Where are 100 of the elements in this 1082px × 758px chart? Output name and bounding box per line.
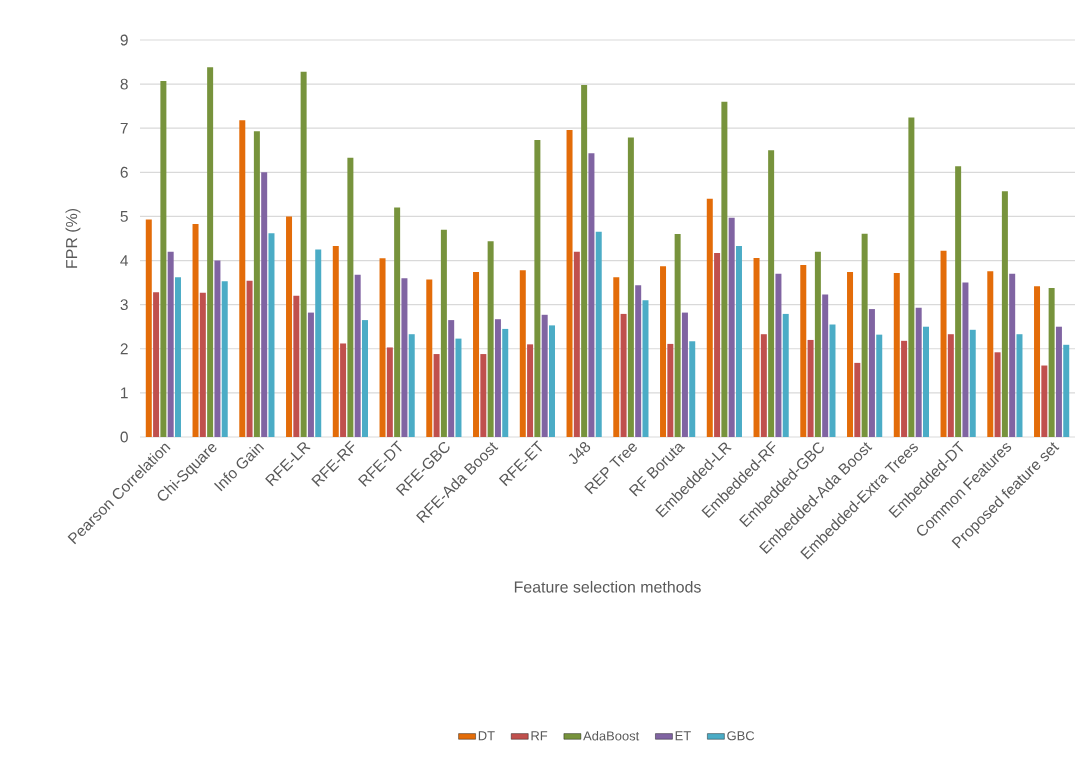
bar bbox=[1034, 286, 1041, 437]
bar bbox=[1041, 365, 1048, 437]
bar bbox=[1063, 344, 1070, 437]
bar bbox=[969, 329, 976, 437]
y-tick-label: 3 bbox=[120, 299, 128, 311]
bar bbox=[268, 233, 275, 437]
bar bbox=[940, 250, 947, 437]
bar bbox=[541, 314, 548, 437]
bar bbox=[354, 274, 361, 437]
bar bbox=[153, 292, 160, 437]
bar bbox=[527, 344, 534, 437]
y-tick-label: 1 bbox=[121, 387, 128, 399]
bar bbox=[307, 312, 314, 437]
bar bbox=[286, 216, 293, 437]
bar bbox=[667, 343, 674, 437]
bar bbox=[635, 285, 642, 437]
bar bbox=[760, 334, 767, 437]
bar bbox=[440, 229, 447, 437]
bar bbox=[448, 320, 455, 437]
bar bbox=[494, 319, 501, 437]
bar bbox=[613, 277, 620, 437]
bar bbox=[433, 354, 440, 437]
y-tick-label: 2 bbox=[120, 343, 128, 355]
bar bbox=[361, 320, 368, 437]
bar bbox=[315, 249, 322, 437]
bar bbox=[893, 272, 900, 437]
y-tick-label: 5 bbox=[120, 211, 128, 222]
y-axis-title: FPR (%) bbox=[65, 208, 81, 268]
bar bbox=[782, 313, 789, 437]
bar bbox=[854, 362, 861, 437]
bar bbox=[246, 280, 253, 437]
bar bbox=[480, 354, 487, 437]
bar bbox=[581, 84, 588, 437]
bar bbox=[915, 307, 922, 437]
bar bbox=[847, 272, 854, 437]
legend-label: DT bbox=[478, 731, 495, 741]
bar bbox=[814, 251, 821, 437]
bar bbox=[1009, 273, 1016, 437]
bar bbox=[681, 312, 688, 437]
bar bbox=[876, 334, 883, 437]
y-tick-label: 6 bbox=[120, 166, 128, 178]
bar bbox=[455, 338, 462, 437]
legend-label: ET bbox=[675, 731, 691, 741]
bar bbox=[807, 339, 814, 437]
bar bbox=[347, 157, 354, 437]
legend-label: GBC bbox=[727, 731, 755, 741]
bar bbox=[207, 67, 214, 437]
bar bbox=[908, 117, 915, 437]
bar bbox=[487, 241, 494, 437]
bar bbox=[300, 71, 307, 437]
bar bbox=[829, 324, 836, 437]
bar bbox=[1016, 334, 1023, 437]
bar bbox=[566, 129, 573, 437]
bar bbox=[394, 207, 401, 437]
bar bbox=[620, 313, 627, 437]
bar bbox=[674, 234, 681, 437]
bar bbox=[822, 294, 829, 437]
y-tick-label: 4 bbox=[120, 255, 129, 266]
bar bbox=[253, 131, 260, 437]
bar bbox=[868, 309, 875, 437]
bar bbox=[221, 281, 228, 437]
y-tick-label: 7 bbox=[120, 122, 128, 134]
bar bbox=[199, 292, 206, 437]
bar bbox=[994, 352, 1001, 437]
bar bbox=[728, 217, 735, 437]
y-tick-label: 0 bbox=[120, 431, 128, 443]
bar bbox=[1048, 287, 1055, 437]
bar bbox=[214, 260, 221, 437]
bar bbox=[962, 282, 969, 437]
bar bbox=[293, 295, 300, 437]
bar bbox=[947, 334, 954, 437]
bar bbox=[261, 172, 268, 437]
bar bbox=[775, 273, 782, 437]
bar bbox=[332, 245, 339, 437]
bar bbox=[861, 233, 868, 437]
bar bbox=[145, 219, 152, 437]
bar bbox=[502, 328, 509, 437]
legend-label: AdaBoost bbox=[583, 730, 640, 741]
bar bbox=[408, 334, 415, 437]
bar bbox=[901, 340, 908, 437]
bar bbox=[534, 140, 541, 437]
bar bbox=[386, 347, 393, 437]
bar bbox=[714, 253, 721, 437]
bar bbox=[922, 326, 929, 437]
bar bbox=[800, 264, 807, 437]
bar bbox=[721, 101, 728, 437]
legend-label: RF bbox=[531, 731, 548, 741]
bar bbox=[239, 120, 246, 437]
bar bbox=[735, 245, 742, 437]
bar bbox=[1055, 326, 1062, 437]
bar bbox=[1001, 191, 1008, 437]
bar bbox=[706, 198, 713, 437]
bar bbox=[768, 150, 775, 437]
bar bbox=[955, 166, 962, 437]
x-axis-title: Feature selection methods bbox=[514, 580, 701, 593]
x-tick-label: J48 bbox=[568, 441, 591, 465]
bar bbox=[642, 300, 649, 437]
bar bbox=[167, 251, 174, 437]
bar bbox=[573, 251, 580, 437]
bar bbox=[660, 266, 667, 437]
